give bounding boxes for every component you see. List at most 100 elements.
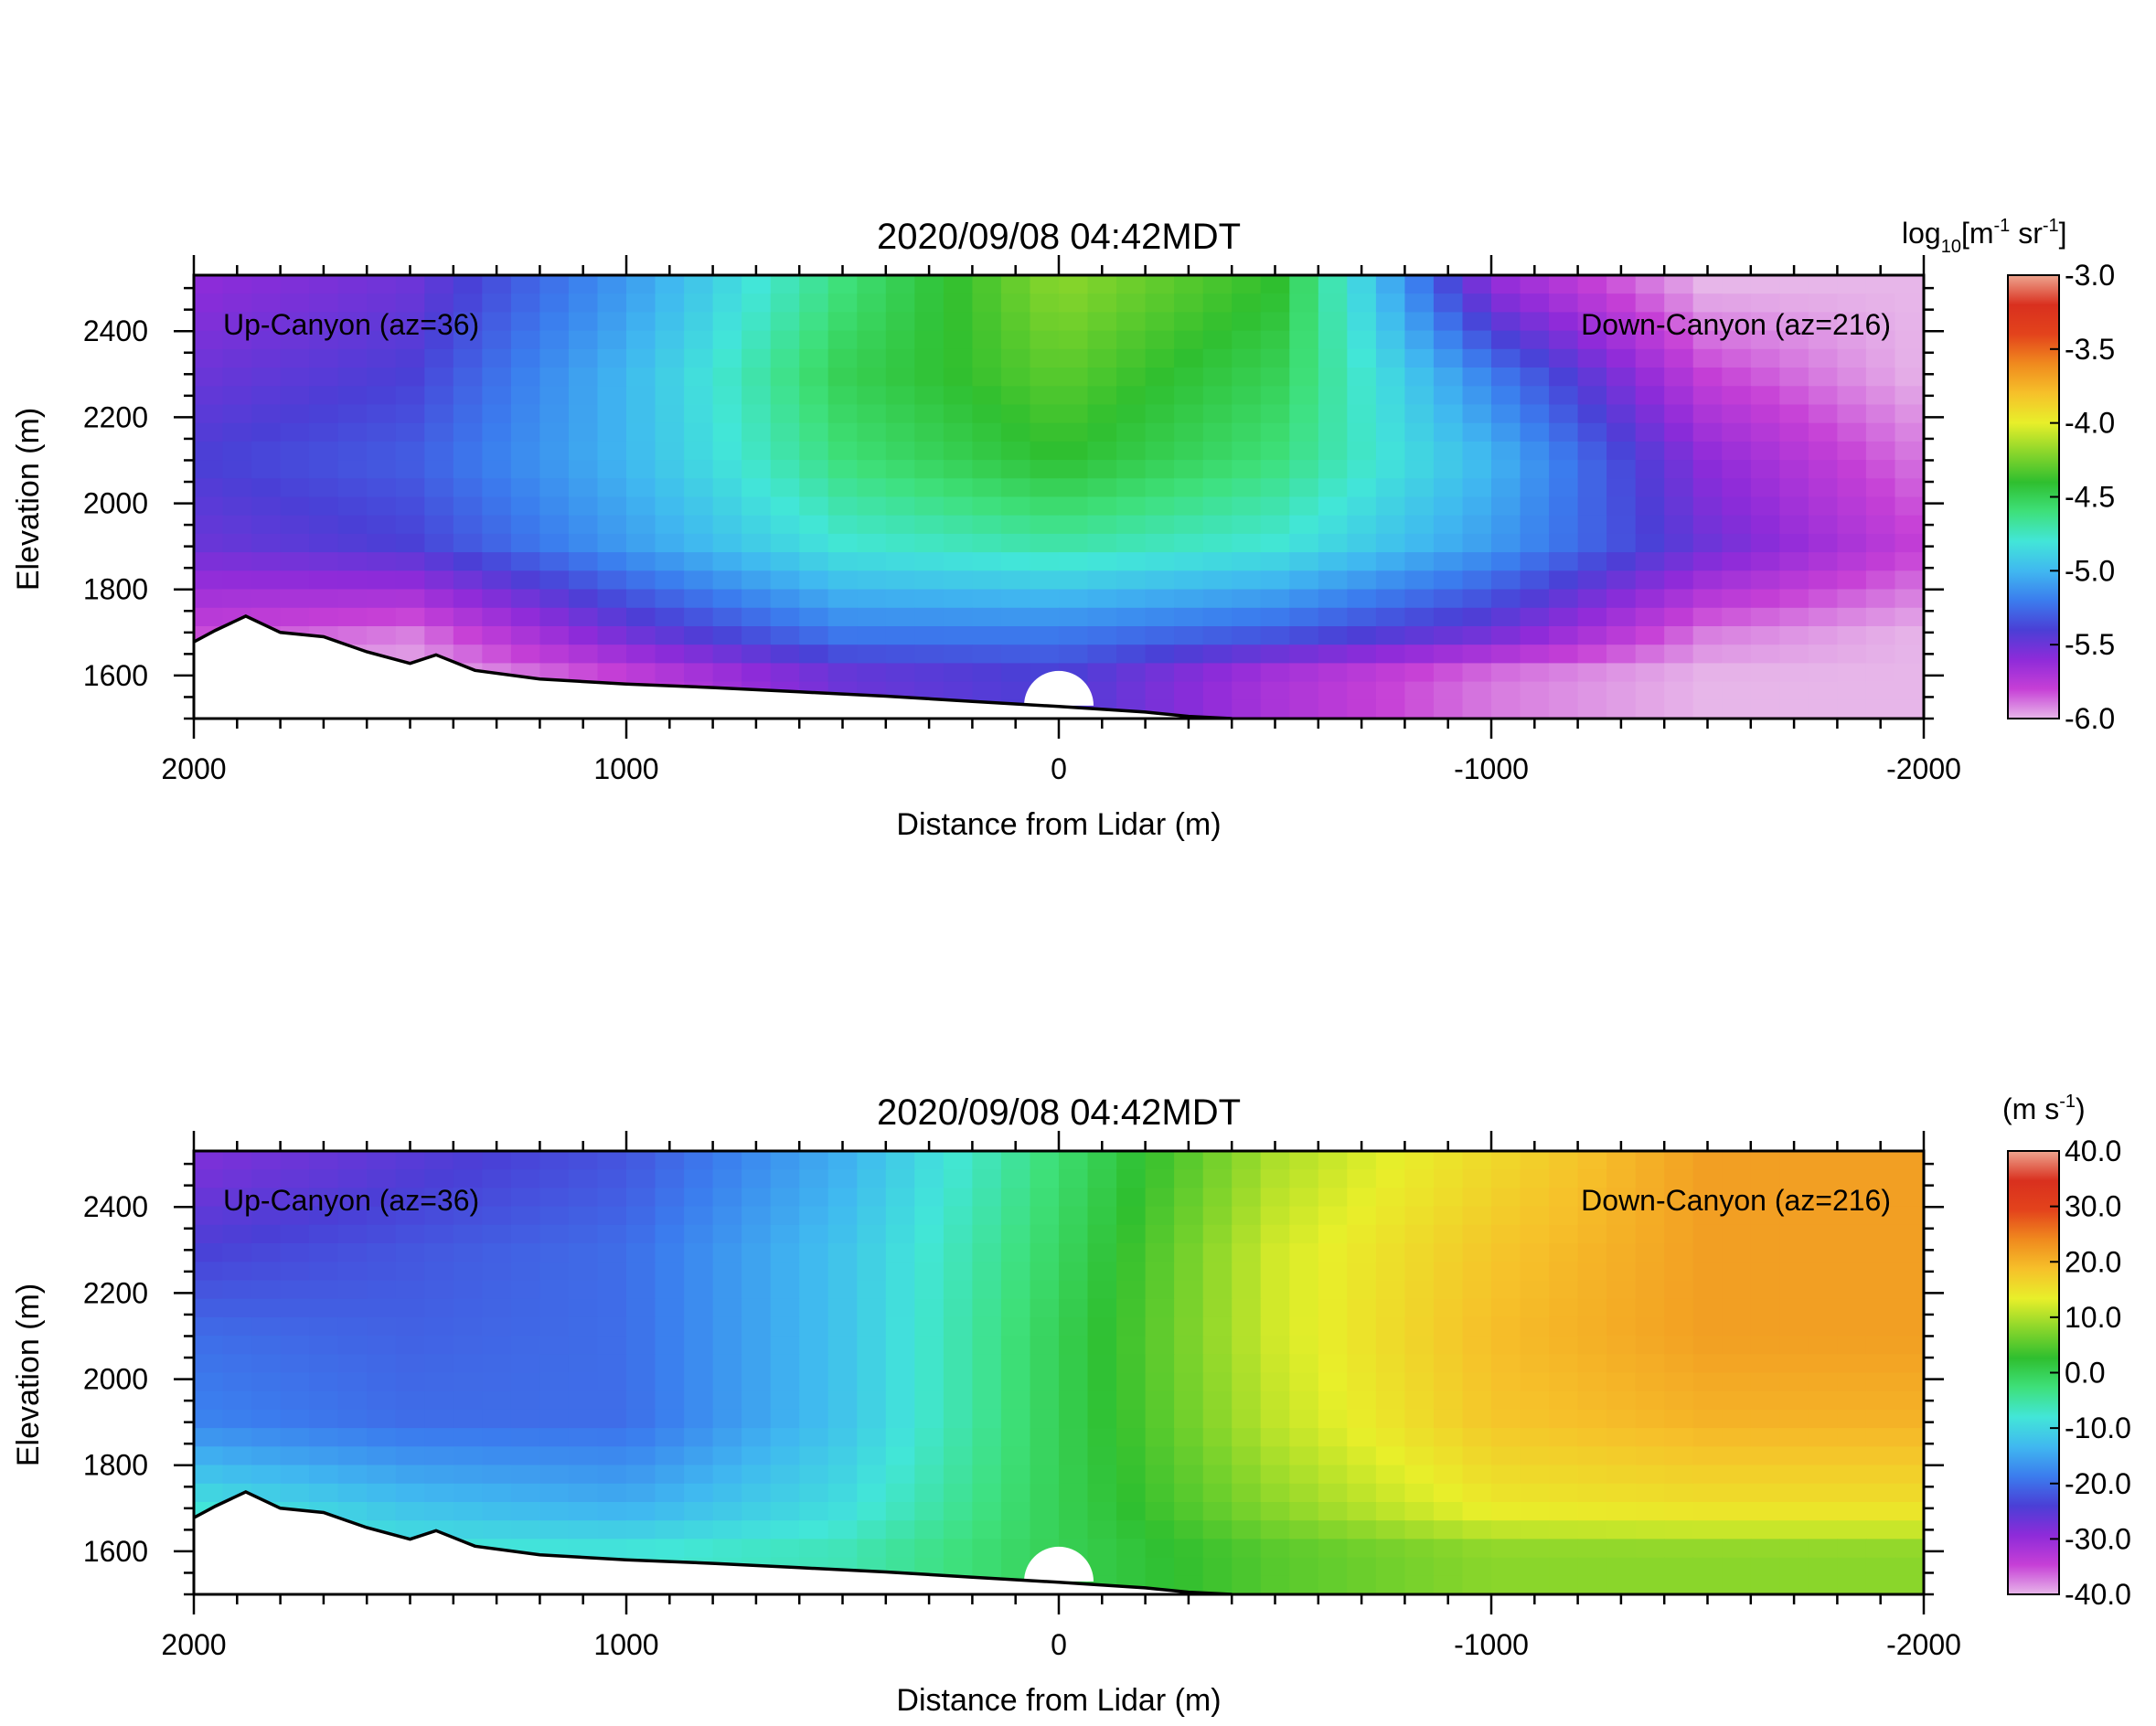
field-cell [1606, 570, 1637, 591]
field-cell [1635, 275, 1665, 294]
field-cell [712, 386, 742, 406]
field-cell [222, 552, 252, 572]
field-cell [1087, 404, 1117, 424]
field-cell [337, 1372, 368, 1392]
field-cell [1462, 1428, 1492, 1448]
field-cell [1750, 1575, 1781, 1594]
field-cell [827, 1446, 858, 1466]
field-cell [1635, 460, 1665, 480]
field-cell [1174, 1243, 1204, 1263]
field-cell [194, 1354, 224, 1374]
field-cell [1837, 663, 1867, 683]
field-cell [1692, 1539, 1723, 1559]
field-cell [482, 1520, 512, 1540]
field-cell [251, 330, 282, 350]
field-cell [972, 1188, 1002, 1208]
field-cell [280, 515, 310, 535]
field-cell [1059, 1354, 1089, 1374]
field-cell [1318, 1354, 1349, 1374]
field-cell [1289, 1428, 1319, 1448]
field-cell [510, 422, 541, 442]
field-cell [1404, 1372, 1435, 1392]
field-cell [885, 1316, 916, 1337]
field-cell [482, 312, 512, 332]
field-cell [395, 368, 425, 387]
field-cell [1116, 293, 1147, 314]
field-cell [770, 1428, 800, 1448]
field-cell [1202, 589, 1233, 609]
field-cell [1606, 1243, 1637, 1263]
field-cell [1722, 681, 1752, 701]
field-cell [1059, 1336, 1089, 1356]
field-cell [684, 1520, 714, 1540]
field-cell [337, 552, 368, 572]
field-cell [1030, 478, 1060, 498]
field-cell [1000, 589, 1031, 609]
field-cell [1202, 275, 1233, 294]
field-cell [510, 1298, 541, 1318]
field-cell [943, 515, 974, 535]
field-cell [1606, 1502, 1637, 1521]
below-ground-mask [194, 1491, 1924, 1594]
field-cell [1030, 1188, 1060, 1208]
field-cell [885, 1243, 916, 1263]
field-cell [194, 1446, 224, 1466]
field-cell [1375, 1280, 1406, 1300]
field-cell [1347, 681, 1377, 701]
field-cell [1750, 293, 1781, 314]
field-cell [1520, 496, 1550, 517]
field-cell [1722, 312, 1752, 332]
field-cell [684, 515, 714, 535]
field-cell [337, 1502, 368, 1521]
field-cell [539, 1502, 570, 1521]
field-cell [453, 1280, 484, 1300]
field-cell [684, 1409, 714, 1429]
field-cell [539, 1539, 570, 1559]
field-cell [1174, 1539, 1204, 1559]
field-cell [482, 1354, 512, 1374]
field-cell [597, 589, 627, 609]
field-cell [1520, 1539, 1550, 1559]
field-cell [597, 552, 627, 572]
field-cell [539, 1465, 570, 1485]
field-cell [1318, 441, 1349, 461]
field-cell [597, 1280, 627, 1300]
field-cell [1375, 1575, 1406, 1594]
field-cell [885, 1483, 916, 1503]
field-cell [1030, 386, 1060, 406]
field-cell [1779, 645, 1809, 665]
field-cell [1779, 1206, 1809, 1226]
field-cell [1318, 1151, 1349, 1170]
field-cell [885, 1409, 916, 1429]
field-cell [1375, 552, 1406, 572]
field-cell [1750, 1502, 1781, 1521]
field-cell [1837, 1298, 1867, 1318]
field-cell [1664, 626, 1694, 645]
field-cell [1577, 1354, 1607, 1374]
field-cell [1375, 1390, 1406, 1411]
field-cell [222, 496, 252, 517]
field-cell [1462, 1372, 1492, 1392]
field-cell [1520, 1224, 1550, 1244]
field-cell [1808, 1169, 1839, 1189]
field-cell [424, 330, 454, 350]
field-cell [1347, 1316, 1377, 1337]
field-cell [309, 1188, 339, 1208]
field-cell [770, 1206, 800, 1226]
field-cell [1722, 589, 1752, 609]
field-cell [1404, 1557, 1435, 1577]
field-cell [799, 607, 829, 627]
field-cell [1145, 1465, 1175, 1485]
field-cell [1000, 1409, 1031, 1429]
field-cell [1145, 663, 1175, 683]
field-cell [1722, 478, 1752, 498]
field-cell [1260, 478, 1290, 498]
field-cell [626, 422, 656, 442]
field-cell [1837, 1243, 1867, 1263]
field-cell [1174, 422, 1204, 442]
field-cell [712, 1206, 742, 1226]
field-cell [770, 1243, 800, 1263]
field-cell [1145, 1316, 1175, 1337]
field-cell [742, 1169, 772, 1189]
field-cell [1520, 1354, 1550, 1374]
